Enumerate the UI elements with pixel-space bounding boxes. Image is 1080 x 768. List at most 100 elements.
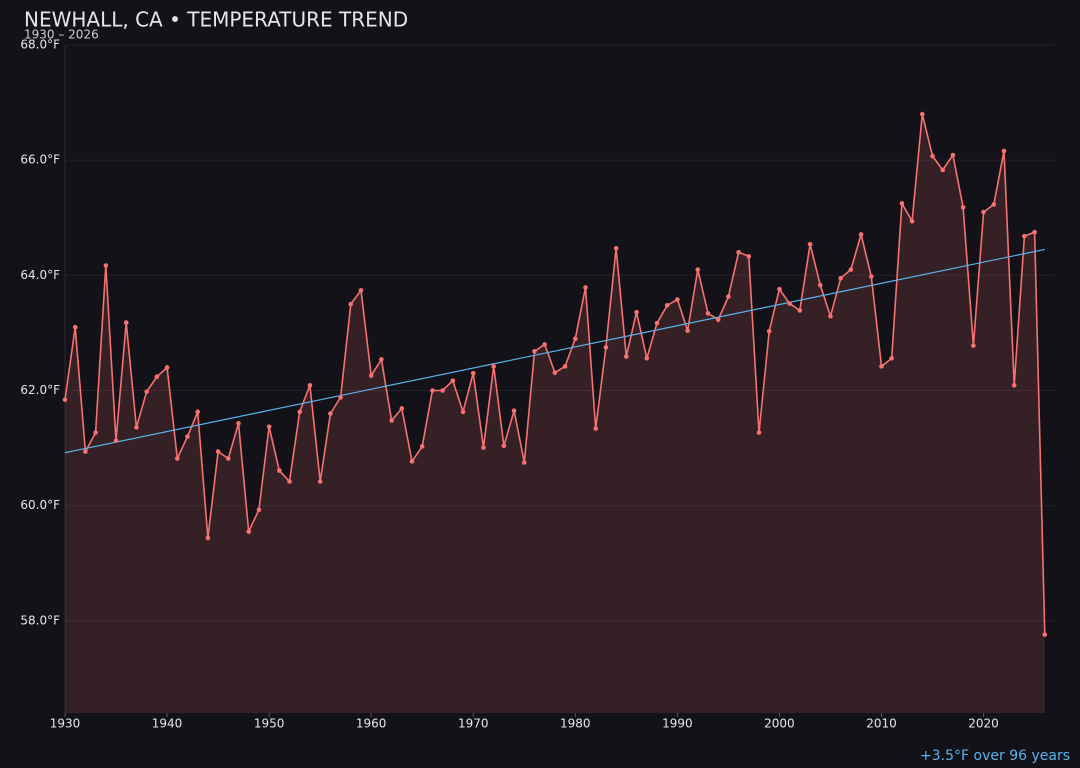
- point: [440, 388, 445, 393]
- point: [501, 443, 507, 449]
- point: [154, 374, 160, 379]
- point: [868, 274, 874, 279]
- point: [807, 241, 813, 247]
- point: [83, 449, 88, 454]
- point: [399, 406, 405, 411]
- point: [511, 408, 517, 413]
- point: [532, 349, 537, 354]
- chart-title: NEWHALL, CA • TEMPERATURE TREND: [24, 8, 408, 32]
- point: [624, 354, 629, 359]
- point: [960, 205, 966, 210]
- point: [736, 250, 741, 255]
- point: [838, 275, 843, 281]
- point: [715, 317, 721, 322]
- point: [583, 285, 588, 290]
- point: [164, 365, 170, 370]
- y-tick-label: 60.0°F: [20, 498, 60, 512]
- point: [470, 370, 476, 376]
- x-tick-label: 1950: [254, 717, 285, 731]
- point: [409, 459, 415, 464]
- point: [103, 263, 109, 268]
- point: [889, 355, 895, 361]
- point: [920, 111, 925, 117]
- point: [634, 309, 639, 315]
- point: [899, 201, 905, 206]
- point: [266, 424, 272, 430]
- point: [389, 418, 394, 423]
- point: [450, 378, 456, 384]
- point: [613, 245, 619, 251]
- point: [358, 288, 364, 293]
- point: [685, 328, 690, 333]
- x-tick-label: 2020: [968, 717, 999, 731]
- point: [460, 409, 466, 415]
- point: [123, 320, 129, 325]
- point: [62, 397, 68, 403]
- point: [552, 370, 558, 375]
- point: [430, 388, 435, 393]
- point: [338, 395, 343, 400]
- point: [542, 342, 547, 347]
- x-tick-label: 2010: [866, 717, 897, 731]
- chart-subtitle: 1930 – 2026: [24, 28, 99, 42]
- point: [481, 445, 486, 450]
- x-tick-label: 2000: [764, 717, 795, 731]
- point: [256, 507, 262, 513]
- point: [1022, 233, 1027, 239]
- y-tick-label: 66.0°F: [20, 153, 60, 167]
- point: [1042, 632, 1048, 637]
- point: [950, 152, 956, 158]
- point: [705, 311, 711, 316]
- point: [664, 302, 670, 308]
- point: [317, 479, 323, 484]
- point: [603, 345, 609, 350]
- point: [573, 336, 578, 341]
- point: [328, 411, 333, 416]
- point: [909, 218, 915, 224]
- point: [521, 460, 527, 465]
- point: [695, 267, 701, 272]
- point: [817, 282, 823, 288]
- point: [113, 438, 119, 443]
- point: [297, 409, 303, 415]
- point: [858, 232, 864, 237]
- point: [787, 301, 792, 306]
- point: [348, 301, 354, 307]
- point: [379, 357, 384, 362]
- point: [593, 426, 599, 431]
- point: [930, 153, 935, 159]
- point: [981, 209, 986, 215]
- point: [971, 343, 976, 348]
- area: [65, 114, 1045, 714]
- point: [195, 409, 200, 415]
- point: [368, 373, 374, 378]
- x-tick-label: 1970: [458, 717, 489, 731]
- point: [236, 421, 241, 426]
- x-tick-label: 1990: [662, 717, 693, 731]
- trend-annotation: +3.5°F over 96 years: [920, 748, 1070, 764]
- point: [644, 355, 650, 361]
- point: [185, 434, 190, 439]
- point: [72, 324, 78, 330]
- point: [940, 167, 946, 173]
- point: [756, 430, 762, 435]
- point: [654, 320, 660, 326]
- y-tick-label: 68.0°F: [20, 38, 60, 52]
- point: [766, 328, 772, 334]
- point: [1032, 229, 1037, 235]
- y-tick-label: 58.0°F: [20, 613, 60, 627]
- point: [1011, 383, 1017, 388]
- point: [205, 535, 211, 541]
- point: [419, 444, 425, 449]
- point: [93, 430, 98, 435]
- point: [174, 456, 180, 461]
- y-tick-label: 62.0°F: [20, 383, 60, 397]
- point: [879, 364, 884, 369]
- point: [726, 294, 731, 299]
- point: [134, 425, 139, 430]
- x-tick-label: 1960: [356, 717, 387, 731]
- x-tick-label: 1980: [560, 717, 591, 731]
- point: [225, 456, 231, 461]
